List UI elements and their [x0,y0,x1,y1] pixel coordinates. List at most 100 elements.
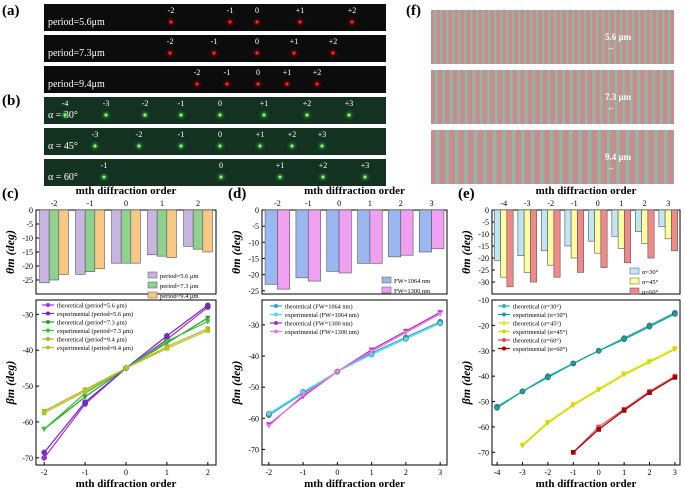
x-tick-label: -4 [494,468,501,477]
data-point [41,410,47,416]
legend-label: theoretical (FW=1300 nm) [285,321,353,328]
x-tick-label: -3 [519,468,526,477]
bar [641,209,649,244]
order-label: 0 [255,6,259,15]
legend-marker [46,345,50,350]
legend-marker [46,320,50,324]
grating-image: 7.3 μm ↔ [431,70,674,124]
bar [594,209,602,254]
diffraction-spot [143,113,147,117]
bar [530,209,537,283]
x-tick-label: -4 [500,199,507,208]
x-tick-label: -1 [87,199,94,208]
bar [357,209,371,264]
series-line [268,322,441,415]
legend-label: experimental (period=7.3 μm) [57,328,133,335]
bar [611,209,619,237]
x-tick-label: 0 [597,468,601,477]
diffraction-spot [292,51,296,55]
diffraction-spot [285,82,289,86]
diffraction-spot [278,175,282,179]
order-label: -2 [141,99,149,108]
diffraction-spot [315,82,319,86]
y-tick-label: -60 [248,414,259,423]
data-point [545,420,551,426]
diffraction-spot [218,144,222,148]
diffraction-spot [255,51,259,55]
data-point [205,302,211,309]
y-tick-label: -30 [478,278,489,287]
bar [400,209,414,256]
data-point [205,319,211,325]
data-point [41,449,47,456]
y-tick-label: -20 [248,271,259,280]
bar [547,209,555,266]
chart-title: mth diffraction order [536,185,637,197]
series-line [268,311,441,425]
diffraction-spot [321,175,325,179]
bar [658,209,666,228]
order-label: +2 [287,130,297,139]
order-label: +2 [318,161,328,170]
bar [635,209,642,232]
data-point [164,333,170,339]
diffraction-spot [262,113,266,117]
chart-title: mth diffraction order [304,185,405,197]
bar [94,209,105,270]
bar [48,209,60,281]
y-axis-label: βm (deg) [459,361,473,406]
legend-label: experimental (FW=1064 nm) [285,312,359,319]
diffraction-spot [347,113,351,117]
plot-frame [261,299,448,466]
diffraction-spot [228,20,232,24]
order-label: 0 [218,130,222,139]
legend-label: experimental (α=30°) [513,312,567,319]
diffraction-spot [225,82,229,86]
diffraction-spot [256,82,260,86]
legend: α=30° α=45° α=60° [629,267,659,296]
bar [506,209,514,288]
legend-swatch [629,277,640,285]
y-tick-label: -50 [478,398,489,407]
bar [500,209,508,278]
x-tick-label: 1 [165,468,169,477]
x-tick-label: 0 [596,199,600,208]
order-label: +3 [317,130,327,139]
panel-label-d: (d) [228,186,247,202]
x-tick-label: -2 [274,199,281,208]
diffraction-spot [179,144,183,148]
y-tick-label: -10 [478,296,489,305]
y-tick-label: -50 [248,383,259,392]
x-tick-label: 1 [619,199,623,208]
bar [494,209,501,261]
bar [523,209,531,273]
diffraction-spot [363,175,367,179]
data-point [82,394,88,400]
scale-arrow: ↔ [607,103,615,112]
diffraction-strip: period=7.3μm -2 -1 0 +1 +2 [44,35,386,62]
legend-marker [46,303,50,307]
order-label: -1 [100,161,108,170]
legend-swatch [629,267,640,275]
legend-marker [502,312,506,317]
y-tick-label: -25 [478,266,489,275]
bar [75,209,86,275]
bar [588,209,595,242]
legend-swatch [147,271,158,279]
y-tick-label: -40 [478,372,489,381]
scale-arrow: ↔ [607,43,615,52]
bar [130,209,141,264]
bar [577,209,584,273]
y-axis-label: βm (deg) [3,361,17,406]
order-label: -3 [102,99,110,108]
x-tick-label: 3 [666,199,670,208]
legend-marker [502,346,506,351]
order-label: 0 [256,68,260,77]
data-point [646,359,653,365]
x-tick-label: -2 [51,199,58,208]
legend-marker [274,304,278,308]
legend-label: theoretical (period=7.3 μm) [57,320,127,327]
order-label: +1 [255,130,265,139]
y-tick-label: -20 [22,262,33,271]
legend-swatch [381,276,392,284]
